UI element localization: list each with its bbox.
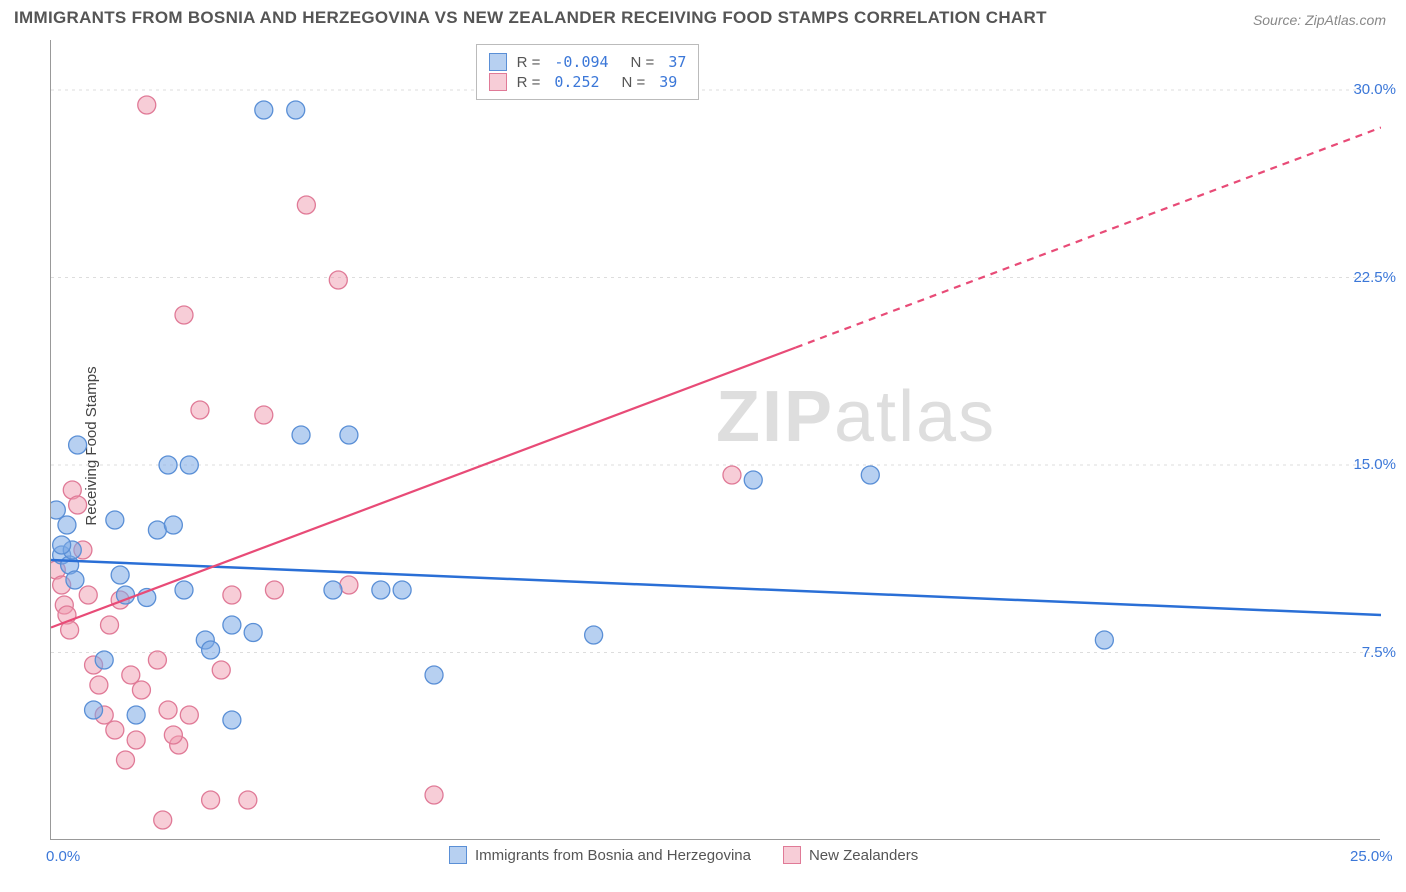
legend-n-label: N = <box>622 74 646 91</box>
legend-swatch <box>783 846 801 864</box>
legend-series-label: New Zealanders <box>809 847 918 864</box>
legend-stat-row: R = 0.252 N = 39 <box>489 73 687 91</box>
plot-svg <box>51 40 1381 840</box>
legend-r-label: R = <box>517 74 541 91</box>
chart-title: IMMIGRANTS FROM BOSNIA AND HERZEGOVINA V… <box>14 8 1047 28</box>
legend-stat-row: R = -0.094 N = 37 <box>489 53 687 71</box>
source-label: Source: ZipAtlas.com <box>1253 12 1386 28</box>
legend-swatch <box>449 846 467 864</box>
legend-stats: R = -0.094 N = 37 R = 0.252 N = 39 <box>476 44 700 100</box>
legend-series: Immigrants from Bosnia and Herzegovina N… <box>449 846 918 864</box>
legend-series-item: Immigrants from Bosnia and Herzegovina <box>449 846 751 864</box>
legend-r-label: R = <box>517 54 541 71</box>
y-tick-label: 7.5% <box>1362 644 1396 661</box>
x-tick-label: 25.0% <box>1350 848 1393 865</box>
x-tick-label: 0.0% <box>46 848 80 865</box>
legend-n-value: 37 <box>668 53 686 71</box>
legend-swatch <box>489 53 507 71</box>
legend-n-label: N = <box>631 54 655 71</box>
legend-series-item: New Zealanders <box>783 846 918 864</box>
y-tick-label: 22.5% <box>1353 269 1396 286</box>
legend-r-value: 0.252 <box>554 73 599 91</box>
scatter-plot: ZIPatlas <box>50 40 1380 840</box>
legend-r-value: -0.094 <box>554 53 608 71</box>
legend-series-label: Immigrants from Bosnia and Herzegovina <box>475 847 751 864</box>
y-tick-label: 30.0% <box>1353 81 1396 98</box>
legend-swatch <box>489 73 507 91</box>
y-tick-label: 15.0% <box>1353 456 1396 473</box>
legend-n-value: 39 <box>659 73 677 91</box>
